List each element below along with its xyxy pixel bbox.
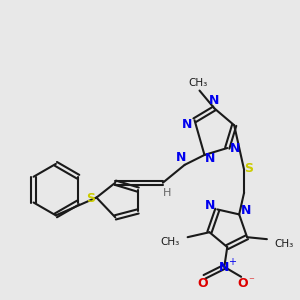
Text: +: + <box>228 257 236 267</box>
Text: CH₃: CH₃ <box>188 78 207 88</box>
Text: N: N <box>219 261 230 274</box>
Text: N: N <box>205 199 216 212</box>
Text: O: O <box>197 277 208 290</box>
Text: S: S <box>86 192 95 205</box>
Text: N: N <box>182 118 192 131</box>
Text: N: N <box>230 142 240 154</box>
Text: N: N <box>205 152 216 165</box>
Text: N: N <box>209 94 220 107</box>
Text: H: H <box>163 188 171 198</box>
Text: O: O <box>238 277 248 290</box>
Text: CH₃: CH₃ <box>275 239 294 249</box>
Text: ⁻: ⁻ <box>248 276 254 286</box>
Text: CH₃: CH₃ <box>160 237 180 247</box>
Text: N: N <box>176 152 186 164</box>
Text: S: S <box>244 162 253 175</box>
Text: N: N <box>241 204 251 217</box>
